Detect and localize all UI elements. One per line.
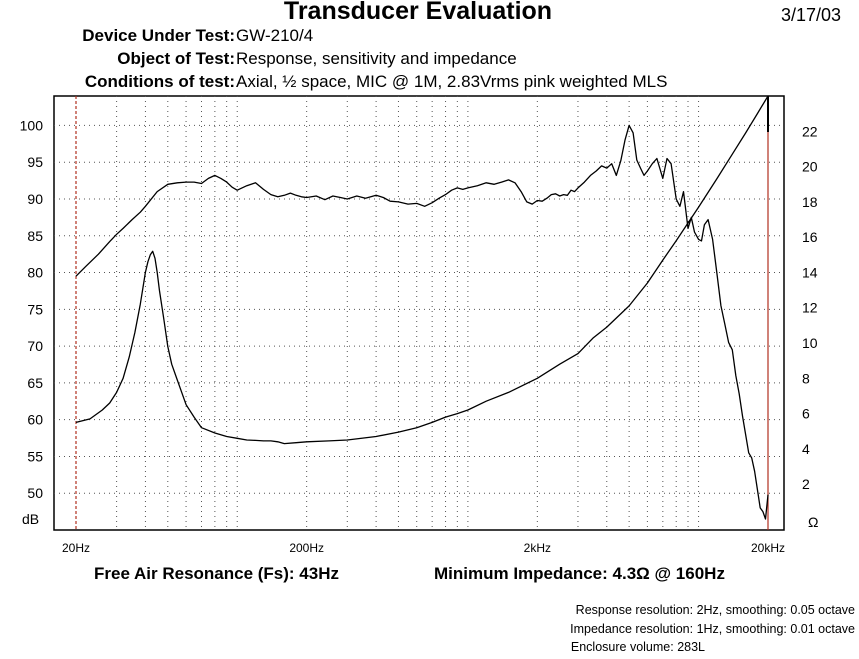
left-tick-label: 75: [27, 301, 43, 317]
right-tick-label: 18: [802, 194, 818, 210]
right-tick-label: 2: [802, 476, 810, 492]
left-tick-label: 85: [27, 228, 43, 244]
left-tick-label: 95: [27, 154, 43, 170]
right-tick-label: 20: [802, 159, 818, 175]
x-tick-label: 20kHz: [751, 541, 785, 555]
left-tick-label: 50: [27, 485, 43, 501]
x-tick-label: 20Hz: [62, 541, 90, 555]
response-curve: [75, 124, 769, 520]
min-impedance-summary: Minimum Impedance: 4.3Ω @ 160Hz: [434, 564, 725, 583]
device-value: GW-210/4: [236, 26, 314, 45]
object-label: Object of Test:: [117, 49, 235, 68]
test-date: 3/17/03: [780, 5, 841, 25]
conditions-label: Conditions of test:: [84, 72, 235, 91]
object-value: Response, sensitivity and impedance: [236, 49, 517, 68]
right-tick-label: 6: [802, 406, 810, 422]
left-unit-label: dB: [22, 511, 39, 527]
left-tick-label: 55: [27, 448, 43, 464]
device-label: Device Under Test:: [82, 26, 235, 45]
chart-title: Transducer Evaluation: [283, 0, 553, 25]
footnote-impedance: Impedance resolution: 1Hz, smoothing: 0.…: [570, 622, 855, 636]
right-tick-label: 22: [802, 123, 818, 139]
footnote-enclosure: Enclosure volume: 283L: [570, 640, 705, 654]
left-tick-label: 60: [27, 412, 43, 428]
right-tick-label: 16: [802, 229, 818, 245]
plot-frame: [53, 95, 785, 531]
right-tick-label: 10: [802, 335, 818, 351]
right-unit-label: Ω: [808, 514, 818, 530]
left-tick-label: 65: [27, 375, 43, 391]
left-tick-label: 100: [20, 117, 44, 133]
left-tick-label: 70: [27, 338, 43, 354]
x-tick-label: 200Hz: [289, 541, 324, 555]
left-tick-label: 80: [27, 265, 43, 281]
x-tick-label: 2kHz: [524, 541, 551, 555]
right-tick-label: 12: [802, 300, 818, 316]
fs-summary: Free Air Resonance (Fs): 43Hz: [94, 564, 339, 583]
impedance-curve: [75, 95, 769, 445]
right-tick-label: 4: [802, 441, 810, 457]
left-tick-label: 90: [27, 191, 43, 207]
right-tick-label: 14: [802, 264, 818, 280]
right-tick-label: 8: [802, 370, 810, 386]
conditions-value: Axial, ½ space, MIC @ 1M, 2.83Vrms pink …: [236, 72, 668, 91]
footnote-response: Response resolution: 2Hz, smoothing: 0.0…: [575, 603, 855, 617]
